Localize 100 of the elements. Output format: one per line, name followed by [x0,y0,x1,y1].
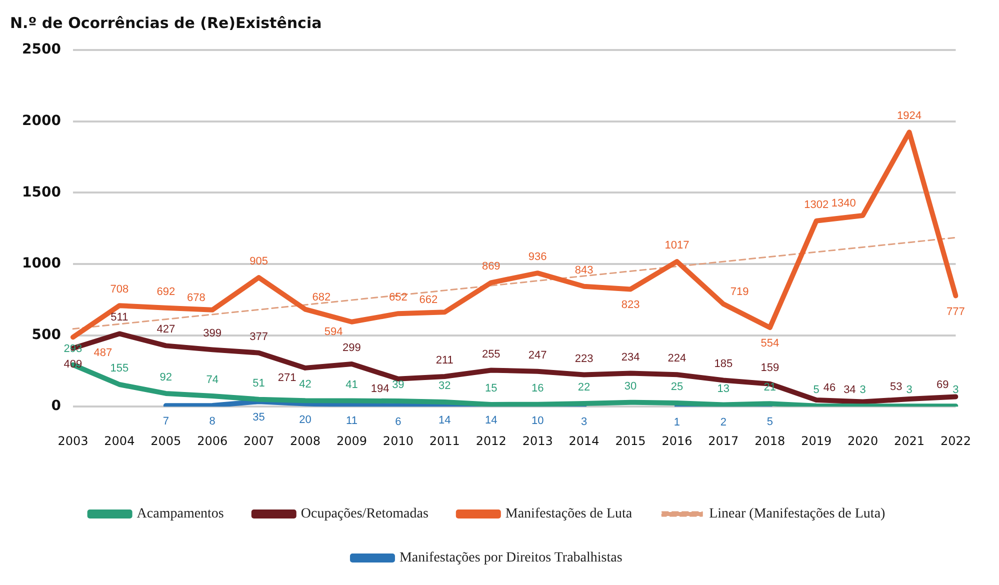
data-label: 51 [252,377,265,390]
data-label: 869 [482,260,500,273]
y-tick-label: 1500 [22,184,62,200]
data-label: 487 [94,347,112,360]
data-label: 185 [714,358,733,370]
data-label: 905 [250,256,268,268]
data-label: 13 [717,382,730,395]
data-label: 554 [760,338,780,350]
x-tick-label: 2010 [382,434,414,448]
data-label: 708 [110,284,129,296]
data-label: 46 [823,382,836,394]
data-label: 14 [438,414,451,427]
data-label: 22 [578,381,590,394]
data-label: 1924 [897,110,922,122]
data-label: 594 [324,326,343,338]
data-label: 74 [206,374,218,386]
data-label: 234 [621,351,640,364]
x-tick-label: 2016 [662,434,692,448]
data-label: 2 [720,416,726,428]
data-label: 32 [438,380,451,392]
data-label: 1302 [804,198,829,211]
x-tick-label: 2014 [568,434,600,448]
x-tick-label: 2009 [336,434,368,448]
data-label: 271 [278,372,296,384]
x-tick-label: 2008 [290,434,321,448]
data-label: 39 [392,379,404,392]
y-tick-label: 0 [51,398,62,414]
data-label: 511 [110,312,128,324]
x-tick-label: 2007 [244,434,274,448]
data-label: 3 [906,384,912,396]
x-tick-label: 2013 [522,434,553,448]
data-label: 5 [766,416,773,428]
data-label: 155 [110,362,129,375]
x-tick-label: 2019 [801,434,832,448]
data-label: 8 [209,415,216,428]
data-label: 652 [389,292,408,304]
data-label: 678 [186,292,206,304]
legend-label: Acampamentos [136,506,224,522]
data-label: 7 [162,416,169,428]
data-label: 16 [531,382,544,394]
data-label: 5 [813,384,820,396]
x-tick-label: 2004 [104,434,135,448]
legend-label: Linear (Manifestações de Luta) [709,506,886,522]
data-label: 1340 [831,197,856,210]
legend-label: Ocupações/Retomadas [300,506,428,522]
data-label: 427 [156,324,176,336]
legend-label: Manifestações por Direitos Trabalhistas [399,550,622,566]
y-tick-label: 2500 [22,42,62,58]
data-label: 41 [346,378,358,391]
data-label: 14 [484,414,498,427]
x-tick-label: 2015 [615,434,646,448]
data-label: 35 [252,412,265,424]
data-label: 936 [528,251,547,264]
data-label: 719 [730,286,749,298]
data-label: 69 [936,378,949,391]
x-tick-label: 2012 [476,434,506,448]
data-label: 3 [952,384,959,396]
data-label: 25 [670,381,684,394]
x-tick-label: 2005 [150,434,182,448]
data-label: 34 [844,384,856,396]
data-label: 92 [160,372,172,384]
data-label: 223 [574,352,594,365]
data-label: 255 [482,348,500,360]
data-label: 823 [621,299,640,312]
data-label: 662 [419,294,438,306]
data-label: 11 [346,415,358,428]
y-tick-label: 2000 [22,112,62,129]
data-label: 377 [250,330,268,343]
x-tick-label: 2022 [940,434,972,448]
data-label: 843 [574,264,594,276]
data-label: 682 [312,291,331,304]
data-label: 211 [436,354,454,367]
data-label: 1 [674,416,680,428]
y-tick-label: 1000 [22,256,62,272]
data-label: 224 [668,352,686,365]
data-label: 15 [484,382,498,394]
data-label: 159 [760,362,780,374]
y-tick-label: 500 [32,326,62,343]
data-label: 777 [946,306,965,318]
x-tick-label: 2018 [754,434,786,448]
data-label: 10 [531,415,544,428]
data-label: 692 [156,286,176,298]
data-label: 3 [860,384,866,396]
legend-label: Manifestações de Luta [505,506,633,522]
data-label: 6 [395,416,402,428]
data-label: 194 [370,382,390,395]
data-label: 247 [528,349,547,362]
data-label: 53 [890,381,902,394]
data-label: 20 [299,414,312,426]
data-label: 3 [580,416,588,428]
x-tick-label: 2020 [848,434,878,448]
x-tick-label: 2011 [429,434,460,448]
chart-title: N.º de Ocorrências de (Re)Existência [10,14,322,32]
data-label: 42 [299,378,312,391]
x-tick-label: 2017 [708,434,739,448]
x-tick-label: 2006 [197,434,228,448]
data-label: 1017 [664,240,690,252]
x-tick-label: 2003 [58,434,88,448]
x-tick-label: 2021 [894,434,925,448]
data-label: 30 [624,380,637,392]
